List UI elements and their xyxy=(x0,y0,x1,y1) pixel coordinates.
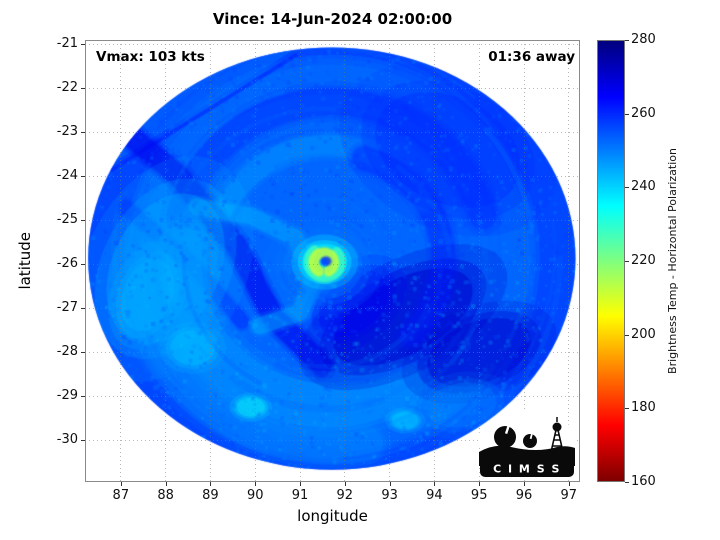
microwave-swath-image xyxy=(85,40,580,482)
x-tick-mark-89 xyxy=(210,482,212,486)
vmax-annotation: Vmax: 103 kts xyxy=(96,49,205,65)
colorbar-tick-label-240: 240 xyxy=(631,179,656,195)
x-tick-label-95: 95 xyxy=(470,488,488,503)
plot-title: Vince: 14-Jun-2024 02:00:00 xyxy=(212,10,453,28)
y-tick-mark--23 xyxy=(81,132,85,134)
x-tick-label-88: 88 xyxy=(157,488,174,503)
x-tick-mark-90 xyxy=(255,482,257,486)
x-tick-mark-88 xyxy=(165,482,167,486)
y-axis-label-wrap: latitude xyxy=(14,40,36,482)
cimss-logo: C I M S S xyxy=(478,411,576,477)
x-tick-label-87: 87 xyxy=(112,488,130,503)
logo-observatory-dome-small-icon xyxy=(523,434,537,448)
logo-dome-slit-small xyxy=(529,433,533,440)
colorbar-tick-mark-280 xyxy=(625,40,629,41)
x-tick-mark-94 xyxy=(434,482,436,486)
colorbar-tick-label-160: 160 xyxy=(631,474,656,489)
y-tick-label--29: -29 xyxy=(56,388,78,404)
colorbar-tick-mark-160 xyxy=(625,482,629,483)
y-tick-mark--21 xyxy=(81,44,85,46)
y-tick-label--26: -26 xyxy=(56,256,78,272)
y-tick-mark--26 xyxy=(81,264,85,266)
y-tick-label--22: -22 xyxy=(56,80,78,96)
y-tick-label--25: -25 xyxy=(56,212,78,228)
x-tick-label-94: 94 xyxy=(426,488,443,503)
colorbar-tick-mark-220 xyxy=(625,261,629,262)
x-tick-mark-87 xyxy=(120,482,122,486)
logo-observatory-dome-large-icon xyxy=(494,426,516,448)
y-tick-label--28: -28 xyxy=(56,344,78,360)
y-tick-label--30: -30 xyxy=(56,432,78,448)
y-tick-mark--25 xyxy=(81,220,85,222)
x-tick-mark-91 xyxy=(300,482,302,486)
x-tick-mark-92 xyxy=(344,482,346,486)
colorbar-gradient xyxy=(598,41,624,481)
logo-dome-slit xyxy=(504,425,510,435)
x-tick-label-93: 93 xyxy=(381,488,398,503)
y-tick-mark--27 xyxy=(81,308,85,310)
x-tick-mark-97 xyxy=(568,482,570,486)
x-tick-label-97: 97 xyxy=(560,488,578,503)
y-tick-label--21: -21 xyxy=(56,36,78,52)
x-axis-label: longitude xyxy=(297,507,368,525)
colorbar-tick-mark-260 xyxy=(625,113,629,115)
y-tick-mark--28 xyxy=(81,352,85,354)
colorbar-tick-mark-240 xyxy=(625,187,629,189)
logo-banner xyxy=(480,460,574,477)
x-tick-label-90: 90 xyxy=(246,488,264,503)
y-tick-mark--30 xyxy=(81,440,85,442)
y-tick-mark--22 xyxy=(81,88,85,90)
x-tick-mark-95 xyxy=(479,482,481,486)
colorbar xyxy=(597,40,625,482)
colorbar-tick-label-200: 200 xyxy=(631,326,656,342)
x-tick-mark-93 xyxy=(389,482,391,486)
x-tick-label-91: 91 xyxy=(291,488,309,503)
colorbar-label: Brightness Temp - Horizontal Polarizatio… xyxy=(665,148,679,374)
x-tick-label-89: 89 xyxy=(202,488,219,503)
x-tick-mark-96 xyxy=(524,482,525,486)
colorbar-tick-mark-180 xyxy=(625,408,629,410)
colorbar-label-wrap: Brightness Temp - Horizontal Polarizatio… xyxy=(660,40,684,482)
x-tick-label-96: 96 xyxy=(515,488,533,503)
y-tick-label--27: -27 xyxy=(56,300,78,316)
y-tick-mark--24 xyxy=(81,176,85,178)
time-away-annotation: 01:36 away xyxy=(488,49,575,65)
y-tick-label--24: -24 xyxy=(56,168,78,184)
colorbar-tick-mark-200 xyxy=(625,334,629,336)
colorbar-tick-label-260: 260 xyxy=(631,105,656,121)
y-tick-label--23: -23 xyxy=(56,124,78,140)
colorbar-tick-label-280: 280 xyxy=(631,32,656,47)
colorbar-tick-label-220: 220 xyxy=(631,253,656,268)
y-tick-mark--29 xyxy=(81,396,85,398)
logo-text: C I M S S xyxy=(493,463,561,476)
x-tick-label-92: 92 xyxy=(336,488,354,503)
colorbar-tick-label-180: 180 xyxy=(631,400,656,416)
y-axis-label: latitude xyxy=(16,232,34,290)
logo-dish-icon xyxy=(552,422,562,432)
